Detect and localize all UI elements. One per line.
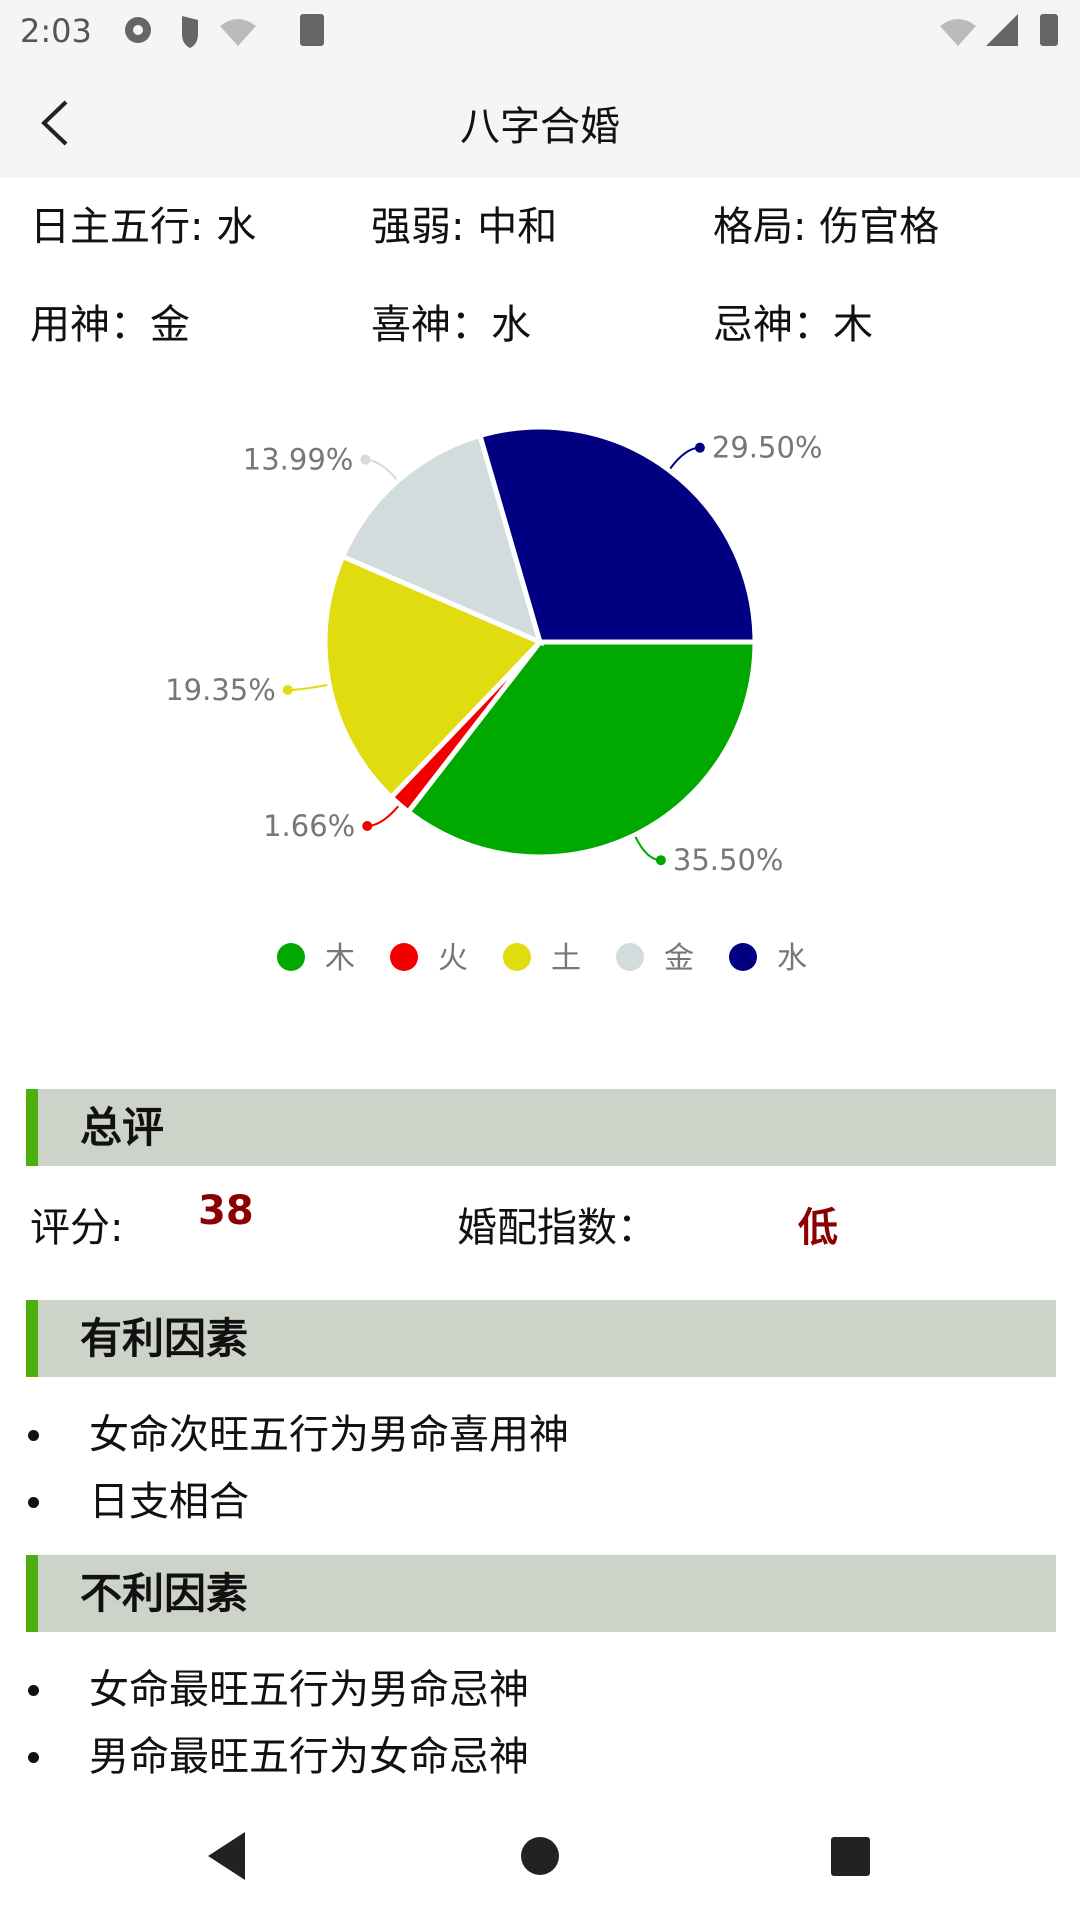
value-label: 1.66% (263, 809, 355, 843)
value-label: 13.99% (243, 443, 354, 477)
bullet-dot (28, 1685, 39, 1696)
info-text: 用神：金 (30, 302, 190, 348)
bullet-dot (28, 1752, 39, 1763)
back-button[interactable] (36, 98, 76, 148)
legend-swatch (277, 943, 305, 971)
bullet-dot (28, 1497, 39, 1508)
pie-slice (404, 639, 758, 860)
nav-buttons (208, 1832, 870, 1880)
legend-label: 土 (551, 941, 581, 976)
section-header (26, 1089, 1056, 1166)
clock: 2:03 (20, 12, 92, 50)
leader-line (365, 458, 398, 480)
score-label: 评分: (30, 1205, 124, 1251)
leader-line (367, 805, 399, 827)
index-label: 婚配指数： (457, 1205, 657, 1251)
index-value: 低 (798, 1205, 838, 1251)
section-header (26, 1300, 1056, 1377)
system-icons (940, 14, 1058, 46)
leader-dot (694, 442, 705, 453)
bullet-text: 女命次旺五行为男命喜用神 (89, 1412, 569, 1458)
status-bar: 2:03 (0, 0, 1080, 62)
bullet-text: 男命最旺五行为女命忌神 (89, 1734, 529, 1780)
nav-bar (0, 1810, 1080, 1920)
pie-chart: 35.50% 1.66% 19.35% 13.99% 29.50% 木 火 土 金 水 (165, 424, 823, 976)
pie-slice (476, 424, 758, 645)
legend-label: 水 (777, 941, 807, 976)
section-title: 有利因素 (80, 1314, 249, 1363)
pie-slice (322, 553, 545, 801)
legend-label: 木 (325, 941, 355, 976)
bullet-dot (28, 1430, 39, 1441)
bullet-text: 日支相合 (89, 1479, 249, 1525)
value-label: 35.50% (673, 843, 784, 877)
bullet-text: 女命最旺五行为男命忌神 (89, 1667, 529, 1713)
info-text: 强弱: 中和 (371, 204, 558, 250)
nav-back[interactable] (208, 1832, 245, 1880)
leader-line (287, 683, 328, 692)
page-title: 八字合婚 (460, 104, 620, 150)
value-label: 29.50% (712, 431, 823, 465)
pie-slice (339, 432, 544, 647)
section-title: 不利因素 (80, 1569, 249, 1618)
info-text: 喜神：水 (371, 302, 531, 348)
leader-dot (360, 454, 371, 465)
nav-home[interactable] (521, 1837, 559, 1875)
status-icons (125, 14, 324, 48)
legend-label: 火 (438, 941, 468, 976)
leader-dot (655, 855, 666, 866)
legend-label: 金 (664, 941, 694, 976)
value-label: 19.35% (165, 673, 276, 707)
info-text: 格局: 伤官格 (713, 204, 940, 250)
nav-recents[interactable] (831, 1837, 870, 1876)
leader-dot (362, 820, 373, 831)
legend-swatch (729, 943, 757, 971)
leader-dot (282, 685, 293, 696)
section-header (26, 1555, 1056, 1632)
leader-line (634, 836, 661, 862)
info-text: 忌神：木 (713, 302, 873, 348)
legend-swatch (503, 943, 531, 971)
legend-swatch (616, 943, 644, 971)
score-value: 38 (198, 1188, 254, 1234)
info-text: 日主五行: 水 (30, 204, 257, 250)
app-bar: 八字合婚 (0, 62, 1080, 178)
legend-swatch (390, 943, 418, 971)
section-title: 总评 (80, 1103, 165, 1152)
leader-line (669, 446, 700, 470)
